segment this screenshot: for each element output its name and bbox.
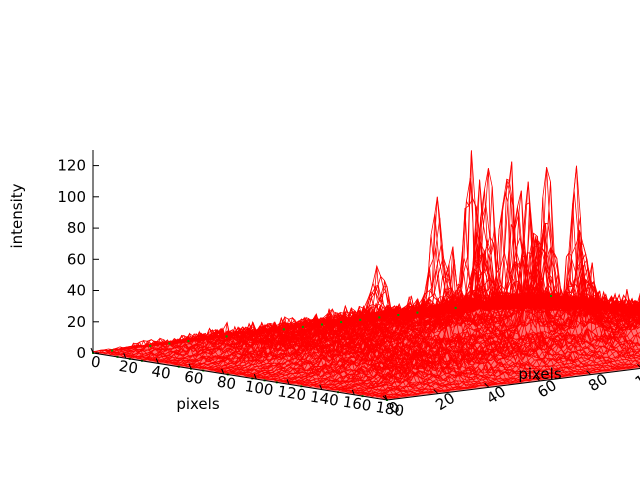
mesh-line <box>263 190 640 379</box>
base-marker <box>111 349 114 352</box>
tick-mark <box>319 384 323 390</box>
axis-frame <box>92 150 640 401</box>
base-marker <box>340 321 343 324</box>
tick-mark <box>586 370 591 376</box>
tick-mark <box>382 395 388 401</box>
z-axis-title: intensity <box>8 183 26 248</box>
mesh-line <box>95 293 554 353</box>
mesh-line <box>280 241 640 382</box>
base-marker <box>550 295 552 297</box>
mesh-line <box>340 292 640 392</box>
z-tick-label: 20 <box>67 313 86 331</box>
mesh-line <box>364 350 640 396</box>
axis-line <box>92 352 388 401</box>
mesh-line <box>268 223 640 380</box>
surface-mesh <box>92 150 640 401</box>
z-tick-label: 100 <box>57 188 86 206</box>
mesh-line <box>167 294 626 364</box>
tick-mark <box>637 363 640 368</box>
mesh-line <box>386 365 640 399</box>
base-marker <box>301 325 304 328</box>
mesh-line <box>381 364 640 399</box>
mesh-line <box>211 213 640 371</box>
mesh-line <box>357 342 640 395</box>
base-marker <box>321 323 323 326</box>
x-tick-label: 40 <box>150 362 172 383</box>
x-tick-label: 140 <box>309 388 340 410</box>
mesh-line <box>379 362 640 397</box>
base-marker <box>225 335 228 338</box>
mesh-line <box>374 358 640 397</box>
base-marker <box>454 306 457 309</box>
mesh-line <box>362 347 640 395</box>
x-tick-label: 80 <box>216 373 238 394</box>
tick-mark <box>286 379 290 385</box>
z-tick-label: 40 <box>67 282 86 300</box>
base-marker <box>378 316 381 319</box>
y-tick-label: 100 <box>632 361 640 391</box>
x-tick-label: 160 <box>342 393 373 415</box>
mesh-line <box>125 292 584 357</box>
x-tick-label: 180 <box>374 398 405 420</box>
mesh-line <box>354 341 640 394</box>
mesh-line <box>164 288 623 364</box>
tick-mark <box>221 368 225 375</box>
tick-mark <box>484 382 490 388</box>
x-tick-label: 100 <box>244 377 275 399</box>
x-axis-title: pixels <box>176 395 220 413</box>
tick-mark <box>351 389 355 395</box>
tick-mark <box>155 358 159 364</box>
mesh-line <box>295 165 640 385</box>
z-tick-label: 80 <box>67 219 86 237</box>
mesh-line <box>320 271 640 388</box>
axis-line <box>386 368 640 401</box>
mesh-line <box>317 265 640 388</box>
mesh-line <box>332 304 640 391</box>
base-marker <box>397 314 400 316</box>
base-marker <box>359 318 362 321</box>
x-tick-label: 20 <box>118 357 140 378</box>
base-marker <box>282 328 285 331</box>
mesh-line <box>349 338 640 393</box>
mesh-line <box>372 357 640 397</box>
z-tick-label: 120 <box>57 157 86 175</box>
tick-mark <box>535 376 541 382</box>
mesh-line <box>275 211 640 382</box>
z-tick-label: 60 <box>67 250 86 268</box>
tick-mark <box>90 347 94 354</box>
mesh-line <box>273 167 640 381</box>
base-marker <box>168 342 171 345</box>
mesh-line <box>92 294 552 352</box>
mesh-line <box>315 300 640 388</box>
tick-mark <box>433 389 439 395</box>
mesh-line <box>377 359 640 398</box>
mesh-line <box>342 308 640 392</box>
x-tick-label: 60 <box>183 367 205 388</box>
tick-mark <box>188 363 192 369</box>
x-tick-label: 120 <box>276 382 307 404</box>
mesh-line <box>288 211 640 384</box>
mesh-line <box>330 313 640 390</box>
y-axis-title: pixels <box>518 365 562 383</box>
base-marker <box>416 311 419 314</box>
x-tick-label: 0 <box>90 352 102 371</box>
mesh-line <box>325 283 640 389</box>
z-tick-label: 0 <box>76 344 86 362</box>
tick-mark <box>123 353 127 359</box>
mesh-line <box>278 260 640 382</box>
tick-mark <box>253 373 257 380</box>
base-marker <box>149 344 152 347</box>
base-marker <box>187 340 190 343</box>
mesh-line <box>344 332 640 392</box>
